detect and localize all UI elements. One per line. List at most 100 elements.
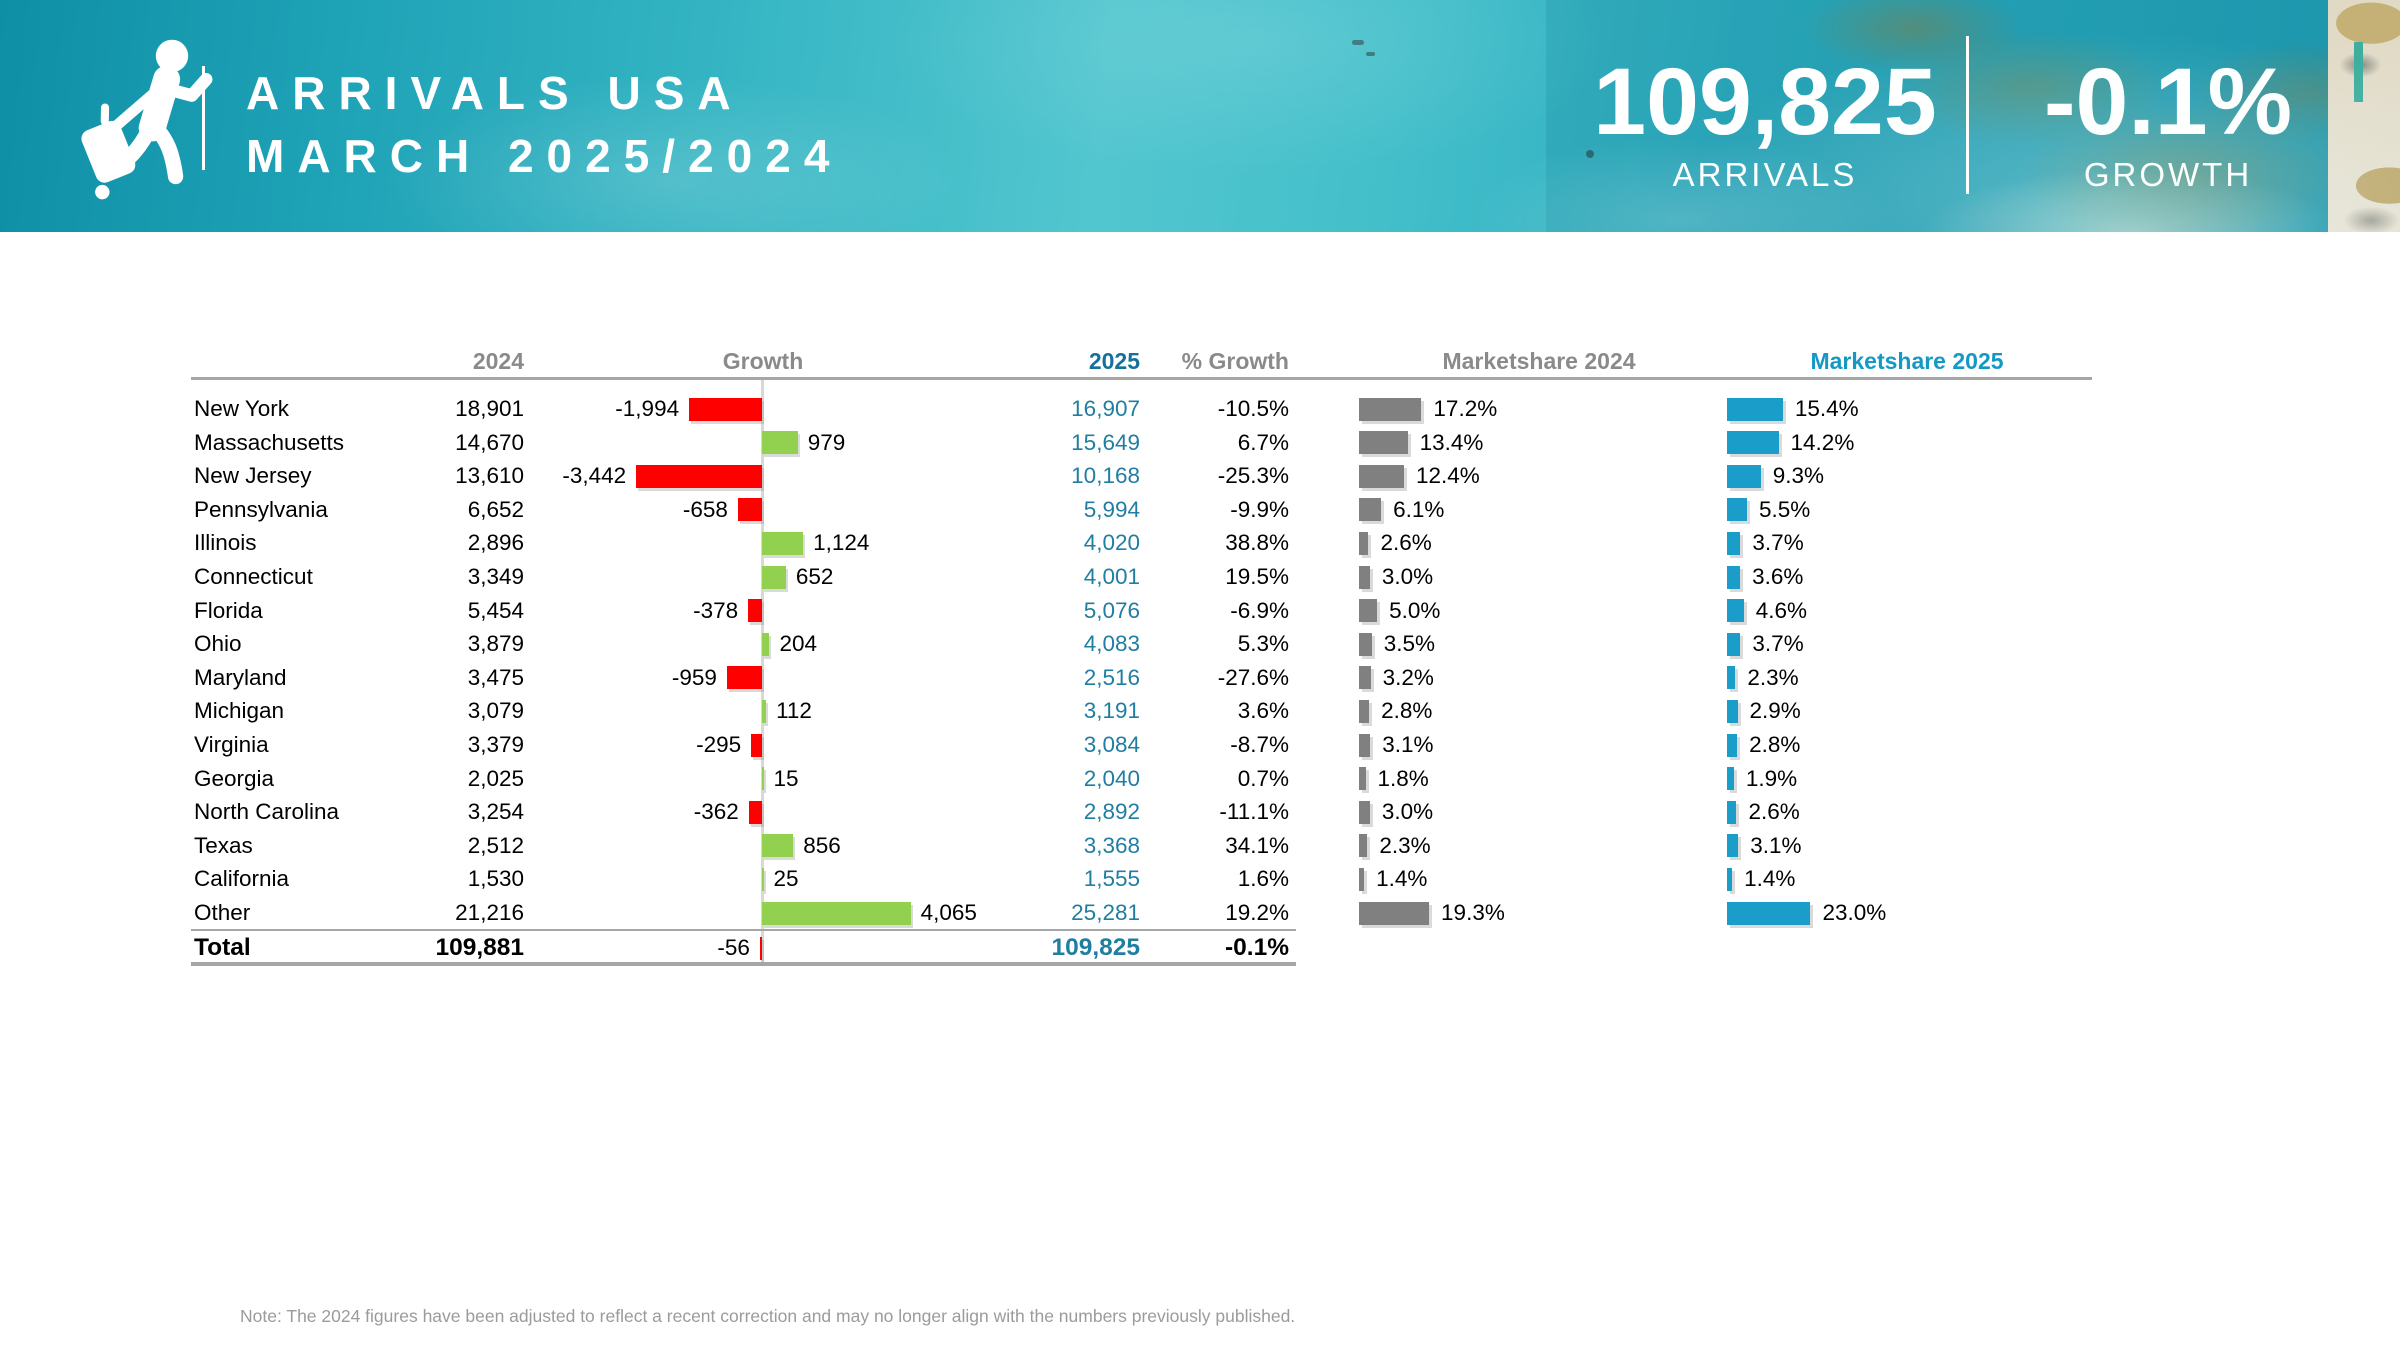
value-2024: 2,896 xyxy=(467,530,524,556)
growth-bar xyxy=(751,733,762,757)
marketshare-2024-cell: 1.4% xyxy=(1359,862,1719,896)
value-2024: 3,254 xyxy=(467,799,524,825)
total-pct-growth: -0.1% xyxy=(1224,934,1289,961)
marketshare-2024-bar xyxy=(1359,733,1371,757)
value-2024: 2,025 xyxy=(467,765,524,791)
pct-growth-value: 0.7% xyxy=(1237,765,1289,791)
growth-cell: -959 xyxy=(535,661,991,695)
pct-growth-value: 19.5% xyxy=(1225,564,1289,589)
marketshare-2025-bar xyxy=(1727,431,1779,455)
value-2024: 3,349 xyxy=(467,564,524,589)
growth-cell: -3,442 xyxy=(535,459,991,493)
marketshare-2025-cell: 5.5% xyxy=(1727,493,2087,527)
table-row: Illinois 2,896 1,124 4,020 38.8% 2.6% 3.7% xyxy=(191,526,2101,560)
value-2025: 25,281 xyxy=(1071,900,1140,925)
value-2025: 5,994 xyxy=(1083,496,1140,522)
marketshare-2024-cell: 3.0% xyxy=(1359,560,1719,594)
value-2025: 3,368 xyxy=(1083,832,1140,858)
header-divider xyxy=(202,66,205,170)
beach-strip xyxy=(2328,0,2400,232)
pct-growth-value: 38.8% xyxy=(1225,530,1289,556)
growth-value: -378 xyxy=(693,597,739,623)
state-name: New York xyxy=(194,396,290,421)
marketshare-2025-value: 2.3% xyxy=(1747,664,1799,690)
column-header-2025: 2025 xyxy=(1088,347,1140,374)
marketshare-2025-cell: 3.1% xyxy=(1727,829,2087,863)
growth-value: 112 xyxy=(776,698,812,724)
state-name: Ohio xyxy=(194,631,242,657)
pct-growth-value: 1.6% xyxy=(1237,866,1289,892)
marketshare-2025-cell: 1.4% xyxy=(1727,862,2087,896)
marketshare-2024-cell: 17.2% xyxy=(1359,392,1719,426)
swimmer-speck xyxy=(1586,150,1594,158)
footnote: Note: The 2024 figures have been adjuste… xyxy=(240,1306,1296,1326)
marketshare-2025-cell: 2.8% xyxy=(1727,728,2087,762)
marketshare-2024-value: 1.4% xyxy=(1376,866,1428,892)
state-name: Virginia xyxy=(194,732,269,757)
growth-cell: 112 xyxy=(535,694,991,728)
table-row: Texas 2,512 856 3,368 34.1% 2.3% 3.1% xyxy=(191,829,2101,863)
marketshare-2025-bar xyxy=(1727,666,1736,690)
growth-value: -3,442 xyxy=(562,463,627,489)
state-name: Massachusetts xyxy=(194,429,345,455)
marketshare-2025-bar xyxy=(1727,498,1747,522)
growth-cell: -1,994 xyxy=(535,392,991,426)
growth-cell: 4,065 xyxy=(535,896,991,930)
marketshare-2025-value: 5.5% xyxy=(1758,496,1811,522)
marketshare-2025-cell: 3.7% xyxy=(1727,526,2087,560)
growth-cell: 979 xyxy=(535,426,991,460)
growth-cell: 856 xyxy=(535,829,991,863)
growth-bar xyxy=(762,632,770,656)
marketshare-2025-bar xyxy=(1727,867,1733,891)
growth-value: -658 xyxy=(682,496,728,522)
marketshare-2024-bar xyxy=(1359,431,1408,455)
marketshare-2024-bar xyxy=(1359,531,1369,555)
value-2025: 1,555 xyxy=(1083,866,1140,892)
marketshare-2024-value: 13.4% xyxy=(1419,429,1484,455)
marketshare-2024-value: 2.8% xyxy=(1381,698,1433,724)
marketshare-2025-bar xyxy=(1727,565,1741,589)
reef-texture xyxy=(1546,0,2328,232)
growth-bar xyxy=(737,498,762,522)
growth-cell: -658 xyxy=(535,493,991,527)
growth-value: 4,065 xyxy=(920,900,977,925)
growth-bar xyxy=(762,867,764,891)
growth-value: -959 xyxy=(671,664,717,690)
marketshare-2025-value: 14.2% xyxy=(1790,429,1855,455)
marketshare-2024-cell: 3.0% xyxy=(1359,795,1719,829)
marketshare-2025-value: 2.8% xyxy=(1749,732,1801,757)
marketshare-2024-cell: 12.4% xyxy=(1359,459,1719,493)
value-2024: 13,610 xyxy=(455,463,524,489)
state-name: Other xyxy=(194,900,251,925)
value-2024: 3,879 xyxy=(467,631,524,657)
column-header-pct-growth: % Growth xyxy=(1181,347,1289,374)
marketshare-2025-bar xyxy=(1727,699,1738,723)
growth-bar xyxy=(762,431,798,455)
value-2024: 6,652 xyxy=(467,496,524,522)
growth-value: 15 xyxy=(773,765,799,791)
column-header-2024: 2024 xyxy=(472,347,524,374)
marketshare-2024-bar xyxy=(1359,565,1370,589)
marketshare-2025-bar xyxy=(1727,834,1739,858)
total-top-line xyxy=(191,929,1296,931)
arrivals-total-value: 109,825 xyxy=(1593,49,1937,155)
growth-bar xyxy=(762,834,794,858)
growth-value: 25 xyxy=(773,866,799,892)
state-name: Illinois xyxy=(194,530,257,556)
total-value-2025: 109,825 xyxy=(1051,934,1140,961)
marketshare-2024-bar xyxy=(1359,599,1378,623)
stat-arrivals: 109,825 ARRIVALS xyxy=(1565,52,1965,194)
pct-growth-value: 34.1% xyxy=(1225,832,1289,858)
growth-value: -295 xyxy=(696,732,742,757)
growth-value: 979 xyxy=(807,429,846,455)
marketshare-2025-bar xyxy=(1727,733,1738,757)
state-name: Maryland xyxy=(194,664,287,690)
marketshare-2025-value: 4.6% xyxy=(1755,597,1807,623)
growth-value: 652 xyxy=(795,564,834,589)
marketshare-2025-cell: 2.3% xyxy=(1727,661,2087,695)
marketshare-2024-bar xyxy=(1359,800,1370,824)
table-row: Connecticut 3,349 652 4,001 19.5% 3.0% 3.6% xyxy=(191,560,2101,594)
growth-bar xyxy=(762,901,911,925)
total-bottom-line xyxy=(191,962,1296,966)
